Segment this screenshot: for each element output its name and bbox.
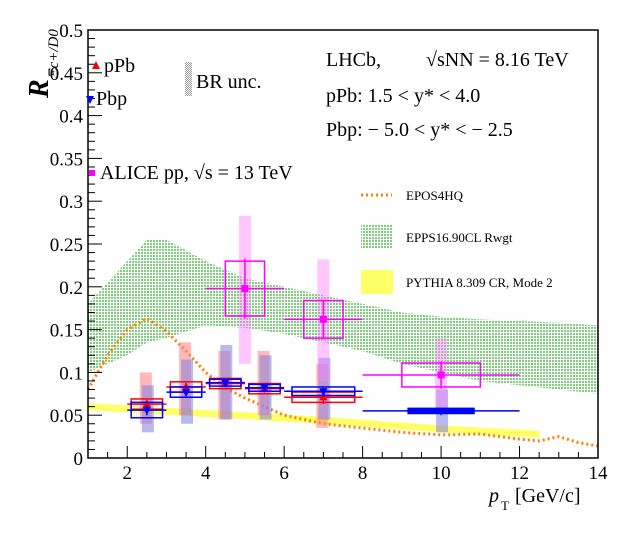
ppb-rapidity-label: pPb: 1.5 < y* < 4.0	[326, 85, 480, 107]
x-tick-label: 2	[122, 463, 132, 484]
marker-pbp	[437, 407, 446, 416]
y-tick-label: 0.05	[50, 406, 83, 427]
y-tick-label: 0	[74, 449, 84, 470]
marker-alice	[437, 371, 445, 379]
y-tick-label: 0.2	[59, 278, 83, 299]
x-tick-label: 4	[201, 463, 211, 484]
marker-ppb	[182, 381, 191, 390]
y-tick-label: 0.3	[59, 192, 83, 213]
y-axis-ticks: 0 0.05 0.1 0.15 0.2 0.25 0.3 0.35 0.4 0.45 0.5	[50, 21, 102, 470]
legend-epos-label: EPOS4HQ	[406, 188, 464, 203]
marker-alice	[319, 315, 327, 323]
marker-pbp	[182, 389, 191, 398]
legend-pbp-label: Pbp	[96, 88, 127, 110]
y-axis-label-main: R	[24, 79, 55, 99]
experiment-label: LHCb,	[326, 49, 381, 71]
y-axis-label: R Ξc+/D0	[24, 29, 62, 99]
x-tick-label: 8	[358, 463, 368, 484]
model-bands	[86, 239, 599, 448]
data-points	[127, 258, 520, 419]
legend-br-swatch	[185, 62, 192, 96]
x-axis-label-sub: T	[501, 498, 509, 513]
y-tick-label: 0.15	[50, 321, 83, 342]
x-axis-ticks: 2 4 6 8 10 12 14	[87, 446, 609, 484]
y-tick-label: 0.1	[59, 363, 83, 384]
x-tick-label: 10	[432, 463, 451, 484]
legend-br-label: BR unc.	[196, 71, 262, 93]
legend-epps-label: EPPS16.90CL Rwgt	[406, 230, 513, 245]
y-tick-label: 0.5	[59, 21, 83, 42]
marker-pbp	[142, 407, 151, 416]
legend-alice-marker	[89, 170, 95, 176]
y-tick-label: 0.4	[59, 107, 83, 128]
legend-pythia-label: PYTHIA 8.309 CR, Mode 2	[406, 275, 553, 290]
energy-label: √sNN = 8.16 TeV	[426, 49, 569, 71]
x-tick-label: 12	[510, 463, 529, 484]
pythia-band	[88, 403, 540, 438]
x-tick-label: 6	[279, 463, 289, 484]
y-tick-label: 0.25	[50, 235, 83, 256]
marker-pbp	[221, 379, 230, 388]
legend-ppb-marker	[92, 61, 100, 69]
legend-pbp-marker	[86, 96, 94, 104]
y-tick-label: 0.45	[50, 64, 83, 85]
marker-pbp	[260, 384, 269, 393]
legend-pythia-swatch	[361, 270, 393, 294]
y-axis-label-sub: Ξc+/D0	[46, 29, 62, 78]
pbp-rapidity-label: Pbp: − 5.0 < y* < − 2.5	[326, 119, 513, 141]
x-tick-label: 14	[589, 463, 609, 484]
marker-pbp	[319, 388, 328, 397]
marker-alice	[241, 285, 249, 293]
x-axis-label-unit: [GeV/c]	[515, 485, 581, 507]
legend-epps-swatch	[361, 225, 393, 249]
y-tick-label: 0.35	[50, 149, 83, 170]
legend-ppb-label: pPb	[104, 55, 135, 77]
x-axis-label-main: p	[487, 485, 499, 507]
legend-alice-label: ALICE pp, √s = 13 TeV	[100, 162, 293, 184]
